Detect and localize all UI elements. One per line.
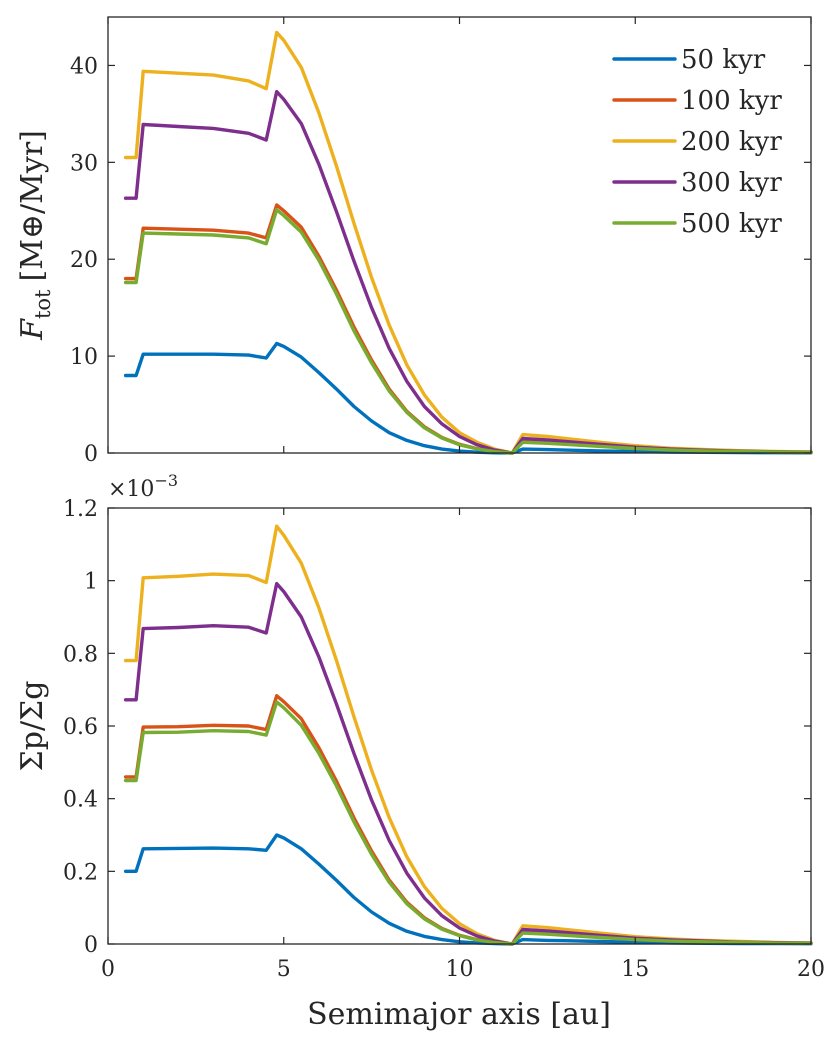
y-tick-label: 10 <box>70 345 98 370</box>
x-tick-label: 0 <box>101 957 115 982</box>
y-tick-label: 1.2 <box>63 497 98 522</box>
bottom-panel: 0 5 10 15 20 0 0.2 0.4 0.6 0.8 1 1.2 ×10−3 Σp/Σg Se… <box>15 471 825 1032</box>
x-tick-label: 5 <box>277 957 291 982</box>
series-line-300kyr <box>123 581 813 946</box>
legend-entry-300kyr: 300 kyr <box>612 168 782 198</box>
exponent-label: ×10−3 <box>108 471 178 502</box>
x-tick-label: 15 <box>621 957 649 982</box>
legend-entry-100kyr: 100 kyr <box>612 86 782 116</box>
y-tick-label: 0.8 <box>63 642 98 667</box>
bottom-series-group <box>123 524 813 946</box>
x-tick-label: 10 <box>446 957 474 982</box>
series-line-50kyr <box>123 341 813 455</box>
x-axis-label: Semimajor axis [au] <box>307 997 611 1032</box>
y-tick-label: 40 <box>70 54 98 79</box>
series-line-500kyr <box>123 700 813 946</box>
legend-label-50kyr: 50 kyr <box>681 45 766 75</box>
series-line-500kyr <box>123 208 813 455</box>
legend-entry-50kyr: 50 kyr <box>612 45 766 75</box>
legend-label-500kyr: 500 kyr <box>681 209 782 239</box>
legend-label-200kyr: 200 kyr <box>681 127 782 157</box>
y-tick-label: 0.4 <box>63 788 98 813</box>
series-line-200kyr <box>123 524 813 946</box>
top-series-group <box>123 30 813 455</box>
legend-label-300kyr: 300 kyr <box>681 168 782 198</box>
series-line-100kyr <box>123 203 813 455</box>
top-y-axis-label: Ftot[M⊕/Myr] <box>15 130 55 341</box>
legend: 50 kyr 100 kyr 200 kyr 300 kyr 500 kyr <box>612 45 782 239</box>
top-ticks-group: 0 10 20 30 40 <box>70 17 812 467</box>
bottom-ticks-group: 0 5 10 15 20 0 0.2 0.4 0.6 0.8 1 1.2 <box>63 497 825 982</box>
y-tick-label: 0 <box>84 442 98 467</box>
series-line-100kyr <box>123 694 813 946</box>
y-tick-label: 0.6 <box>63 715 98 740</box>
y-tick-label: 30 <box>70 151 98 176</box>
y-tick-label: 20 <box>70 248 98 273</box>
y-tick-label: 0 <box>84 933 98 958</box>
y-tick-label: 0.2 <box>63 860 98 885</box>
legend-entry-500kyr: 500 kyr <box>612 209 782 239</box>
top-panel: 0 10 20 30 40 Ftot[M⊕/Myr] 50 kyr 100 kyr 20… <box>15 16 813 467</box>
legend-entry-200kyr: 200 kyr <box>612 127 782 157</box>
y-tick-label: 1 <box>84 570 98 595</box>
series-line-50kyr <box>123 833 813 946</box>
legend-label-100kyr: 100 kyr <box>681 86 782 116</box>
bottom-y-axis-label: Σp/Σg <box>15 681 50 772</box>
x-tick-label: 20 <box>797 957 825 982</box>
